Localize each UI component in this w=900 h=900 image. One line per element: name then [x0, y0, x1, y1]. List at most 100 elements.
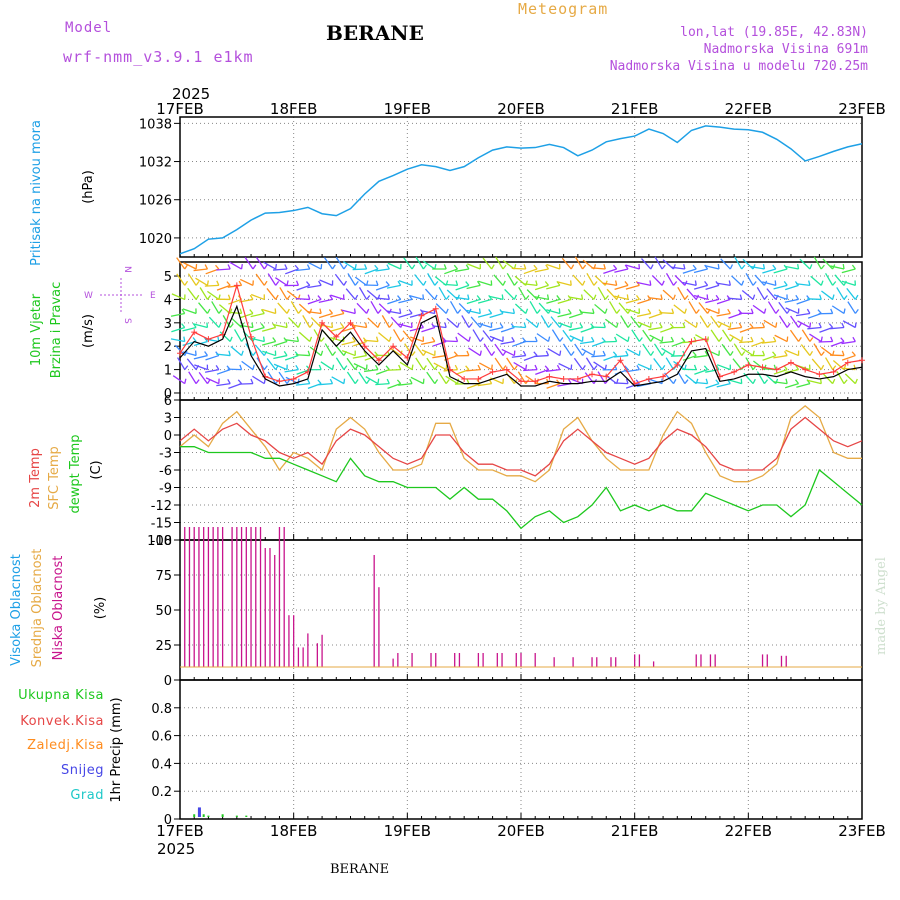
wind-barb	[637, 298, 651, 305]
wind-barb	[198, 302, 208, 314]
gust-marker	[375, 357, 382, 364]
wind-barb-flag	[443, 264, 447, 270]
y-tick-label: 1026	[139, 194, 172, 209]
wind-barb	[841, 354, 856, 361]
wind-barb	[841, 367, 856, 371]
wind-barb-flag	[434, 264, 437, 270]
wind-barb-flag	[593, 294, 597, 300]
wind-barb	[494, 343, 504, 356]
wind-barb	[378, 332, 390, 343]
wind-barb	[546, 263, 561, 270]
wind-barb	[778, 315, 788, 328]
wind-barb	[546, 298, 561, 304]
wind-barb	[415, 256, 424, 270]
y-tick-label: 1020	[139, 232, 172, 247]
wind-barb	[504, 288, 515, 300]
wind-barb-flag	[672, 350, 676, 356]
wind-barb	[763, 319, 777, 329]
wind-barb	[540, 315, 550, 328]
wind-barb-flag	[647, 308, 652, 314]
wind-barb-flag	[772, 351, 777, 356]
wind-barb-flag	[705, 378, 709, 384]
wind-barb	[784, 265, 799, 270]
wind-barb	[810, 275, 822, 286]
wind-barb	[375, 382, 390, 386]
wind-barb-flag	[715, 379, 720, 385]
wind-barb	[330, 294, 345, 301]
footer-station-label: BERANE	[330, 862, 390, 877]
wind-barb-flag	[192, 323, 197, 328]
wind-barb	[177, 357, 186, 370]
gust-marker	[859, 357, 865, 364]
wind-barb	[170, 338, 185, 343]
wind-barb-flag	[795, 365, 800, 370]
wind-barb	[773, 294, 788, 301]
wind-barb-flag	[385, 365, 390, 371]
wind-barb-flag	[638, 337, 643, 342]
wind-barb-flag	[478, 308, 481, 314]
wind-barb	[228, 298, 242, 305]
wind-speed-line	[179, 304, 863, 387]
wind-barb-flag	[215, 365, 220, 370]
wind-barb	[250, 337, 265, 343]
wind-barb-flag	[851, 264, 856, 270]
wind-barb	[535, 368, 549, 375]
gust-marker	[560, 375, 567, 382]
x-tick-label-top: 18FEB	[270, 100, 317, 118]
wind-barb-flag	[466, 378, 470, 384]
wind-barb	[170, 312, 185, 317]
wind-barb	[477, 298, 492, 304]
wind-barb-flag	[226, 281, 231, 286]
wind-barb-flag	[695, 294, 700, 300]
wind-barb-flag	[797, 263, 800, 270]
wind-barb-flag	[841, 322, 845, 328]
wind-barb	[677, 371, 686, 384]
wind-barb-flag	[206, 280, 209, 286]
y-tick-label: 3	[164, 317, 172, 332]
wind-barb-flag	[752, 281, 757, 286]
y-tick-label: -15	[151, 517, 172, 532]
wind-barb-flag	[513, 294, 518, 300]
wind-barb	[716, 382, 731, 388]
wind-barb-flag	[411, 364, 414, 370]
gust-marker	[816, 371, 823, 378]
wind-barb	[295, 268, 310, 272]
wind-barb-flag	[204, 351, 209, 356]
wind-barb-flag	[195, 379, 200, 385]
wind-barb-flag	[286, 280, 289, 286]
wind-barb	[574, 256, 584, 270]
gust-marker	[645, 375, 652, 382]
wind-barb-flag	[343, 280, 348, 286]
wind-barb	[682, 281, 697, 287]
wind-barb	[387, 298, 401, 305]
wind-barb	[330, 312, 345, 318]
wind-barb-flag	[309, 308, 313, 314]
wind-barb	[716, 282, 731, 287]
gust-marker	[390, 343, 397, 350]
wind-barb	[825, 272, 834, 286]
wind-barb	[796, 298, 811, 305]
wind-barb	[727, 326, 742, 330]
wind-barb	[561, 257, 572, 270]
wind-barb-flag	[204, 264, 209, 270]
wind-barb-flag	[364, 322, 368, 328]
wind-barb-flag	[465, 264, 470, 270]
wind-barb-flag	[297, 322, 302, 328]
wind-barb-flag	[843, 295, 848, 300]
wind-barb-flag	[295, 364, 299, 370]
wind-barb-flag	[626, 294, 629, 300]
wind-barb-flag	[727, 308, 731, 314]
precip-bar-rain	[245, 815, 248, 817]
wind-barb	[273, 268, 288, 271]
wind-barb-flag	[319, 308, 322, 314]
wind-barb-flag	[240, 350, 244, 356]
wind-barb-flag	[306, 281, 311, 286]
wind-barb	[199, 287, 209, 300]
wind-barb	[534, 354, 549, 358]
wind-barb-flag	[694, 280, 697, 286]
wind-barb-flag	[434, 365, 439, 370]
wind-barb-flag	[328, 309, 334, 314]
meteogram-label: Meteogram	[518, 0, 609, 18]
wind-barb	[557, 298, 572, 304]
wind-barb	[594, 303, 606, 314]
